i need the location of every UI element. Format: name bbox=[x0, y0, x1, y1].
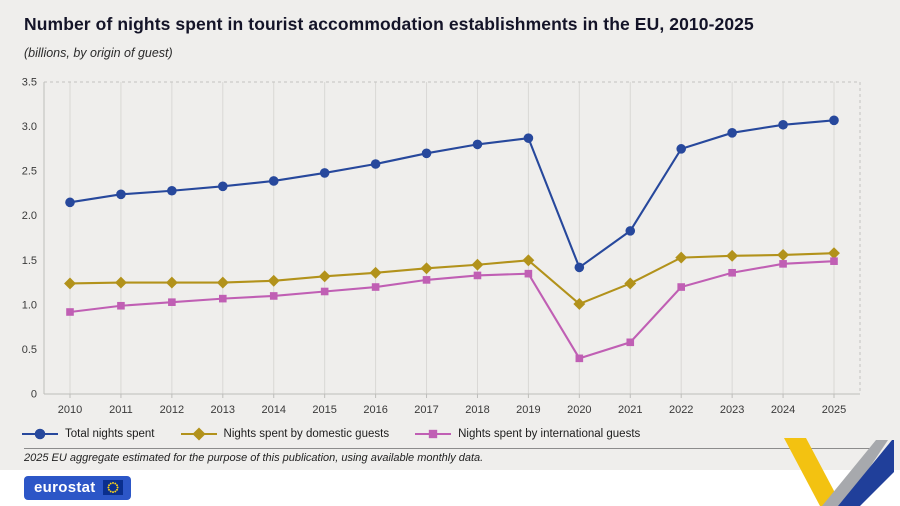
svg-text:2016: 2016 bbox=[363, 404, 387, 416]
svg-text:2020: 2020 bbox=[567, 404, 591, 416]
svg-text:1.5: 1.5 bbox=[22, 255, 37, 267]
separator-line bbox=[24, 448, 876, 449]
svg-text:2015: 2015 bbox=[312, 404, 336, 416]
svg-text:2018: 2018 bbox=[465, 404, 489, 416]
legend-item: Nights spent by domestic guests bbox=[180, 427, 390, 441]
eurostat-logo-text: eurostat bbox=[34, 479, 96, 496]
line-chart: 0 0.5 1.0 1.5 2.0 2.5 3.0 3.5 2010 2011 2012 2013 20… bbox=[22, 77, 861, 416]
legend-square-marker-icon bbox=[415, 429, 452, 439]
footer-bar: eurostat bbox=[0, 470, 900, 506]
legend-label: Nights spent by international guests bbox=[458, 428, 641, 440]
svg-text:2025: 2025 bbox=[822, 404, 846, 416]
svg-text:2013: 2013 bbox=[211, 404, 235, 416]
svg-text:2023: 2023 bbox=[720, 404, 744, 416]
eu-flag-stars bbox=[107, 481, 119, 494]
svg-text:2017: 2017 bbox=[414, 404, 438, 416]
svg-text:2.0: 2.0 bbox=[22, 210, 37, 222]
svg-text:2024: 2024 bbox=[771, 404, 795, 416]
svg-text:2012: 2012 bbox=[160, 404, 184, 416]
svg-text:2021: 2021 bbox=[618, 404, 642, 416]
chart-subtitle: (billions, by origin of guest) bbox=[24, 46, 173, 60]
svg-text:2.5: 2.5 bbox=[22, 166, 37, 178]
svg-text:2019: 2019 bbox=[516, 404, 540, 416]
legend-diamond-marker-icon bbox=[180, 427, 217, 441]
svg-text:2010: 2010 bbox=[58, 404, 82, 416]
svg-text:0.5: 0.5 bbox=[22, 344, 37, 356]
legend-item: Nights spent by international guests bbox=[415, 427, 640, 441]
eu-flag-icon bbox=[102, 480, 123, 495]
legend-label: Total nights spent bbox=[65, 428, 155, 440]
svg-text:1.0: 1.0 bbox=[22, 299, 37, 311]
svg-text:2014: 2014 bbox=[261, 404, 285, 416]
svg-text:3.0: 3.0 bbox=[22, 121, 37, 133]
decorative-swoosh bbox=[784, 438, 894, 506]
chart-title: Number of nights spent in tourist accomm… bbox=[24, 14, 754, 34]
legend-circle-marker-icon bbox=[22, 428, 58, 440]
svg-text:0: 0 bbox=[31, 389, 37, 401]
eurostat-logo: eurostat bbox=[24, 476, 131, 500]
svg-text:2022: 2022 bbox=[669, 404, 693, 416]
legend: Total nights spent Nights spent by domest… bbox=[22, 427, 640, 441]
legend-item: Total nights spent bbox=[22, 427, 155, 441]
svg-text:2011: 2011 bbox=[109, 404, 133, 416]
svg-text:3.5: 3.5 bbox=[22, 77, 37, 89]
legend-label: Nights spent by domestic guests bbox=[223, 428, 390, 440]
footnote: 2025 EU aggregate estimated for the purp… bbox=[24, 452, 484, 464]
